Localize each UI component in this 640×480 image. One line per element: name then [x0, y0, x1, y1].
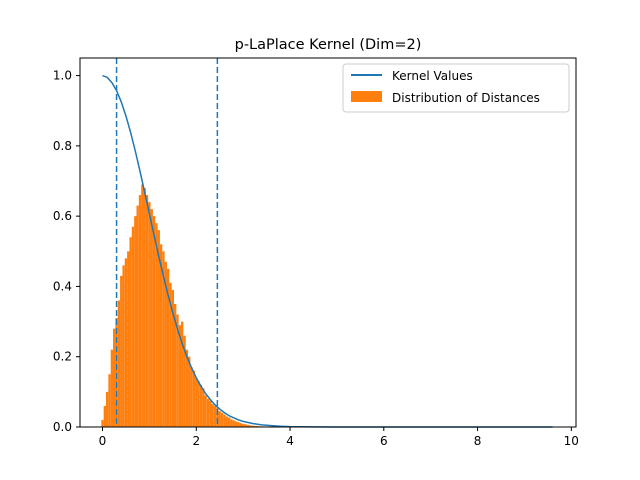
histogram-bar: [117, 300, 121, 427]
x-tick-label: 0: [99, 434, 107, 448]
histogram-bar: [225, 416, 228, 427]
histogram-bar: [234, 421, 238, 427]
y-tick-label: 1.0: [53, 69, 72, 83]
histogram-bar: [181, 321, 184, 427]
histogram-bar: [230, 419, 233, 427]
histogram-bar: [246, 424, 250, 427]
x-tick-label: 8: [474, 434, 482, 448]
histogram-bar: [134, 216, 137, 427]
y-tick-label: 0.6: [53, 209, 72, 223]
histogram-bar: [197, 381, 200, 427]
histogram-bar: [241, 423, 245, 427]
histogram-bar: [183, 335, 186, 427]
histogram-bar: [227, 417, 231, 427]
histogram-bar: [213, 405, 217, 427]
histogram-bar: [136, 205, 139, 427]
histogram-bar: [152, 216, 156, 427]
histogram-bar: [209, 400, 212, 427]
chart-title: p-LaPlace Kernel (Dim=2): [235, 37, 422, 53]
histogram-bar: [155, 223, 158, 427]
histogram-bar: [108, 374, 111, 427]
histogram-bar: [138, 195, 142, 427]
histogram-bar: [129, 237, 132, 427]
histogram-bar: [173, 304, 177, 427]
axes-frame: [79, 57, 577, 428]
histogram-bar: [199, 384, 203, 427]
y-tick-label: 0.4: [53, 279, 72, 293]
histogram-bar: [237, 422, 240, 427]
y-tick-label: 0.8: [53, 139, 72, 153]
plot-area: [101, 58, 553, 428]
histogram-bar: [120, 275, 123, 427]
histogram-bar: [216, 407, 219, 427]
histogram-bar: [162, 251, 165, 427]
histogram-bar: [113, 328, 116, 427]
histogram-bar: [103, 405, 107, 427]
histogram-bar: [148, 202, 151, 427]
histogram-bar: [178, 325, 182, 427]
histogram-bar: [192, 370, 196, 427]
x-tick-label: 2: [192, 434, 200, 448]
histogram-bar: [211, 404, 214, 427]
histogram-bar: [232, 420, 235, 427]
histogram-bar: [204, 395, 207, 427]
legend: Kernel Values Distribution of Distances: [342, 63, 570, 113]
y-tick-label: 0.0: [53, 420, 72, 434]
histogram-bar: [190, 367, 193, 427]
histogram-bar: [106, 391, 109, 427]
legend-bar-swatch: [351, 91, 382, 102]
histogram-bar: [249, 425, 252, 427]
histogram-bar: [206, 398, 210, 427]
histogram-bar: [127, 251, 130, 427]
histogram-bar: [166, 268, 170, 427]
histogram-bar: [253, 425, 257, 427]
histogram-bar: [176, 314, 179, 427]
histogram-bar: [141, 184, 144, 427]
x-tick-label: 6: [380, 434, 388, 448]
histogram-bar: [218, 411, 221, 427]
histogram-bar: [251, 425, 254, 427]
histogram-bar: [223, 414, 226, 427]
histogram-bar: [131, 226, 135, 427]
histogram-bar: [124, 258, 128, 427]
histogram-bar: [122, 265, 125, 427]
legend-label-distances: Distribution of Distances: [392, 91, 540, 105]
histogram-bar: [159, 244, 163, 427]
histogram-bar: [171, 289, 174, 427]
x-tick-label: 10: [564, 434, 579, 448]
histogram-bar: [256, 425, 259, 427]
histogram-bar: [164, 261, 167, 427]
legend-label-kernel: Kernel Values: [392, 69, 473, 83]
histogram-bar: [195, 377, 198, 427]
histogram-bar: [145, 195, 149, 427]
histogram-bar: [239, 423, 242, 427]
histogram-bar: [244, 424, 247, 427]
histogram-bar: [115, 318, 118, 427]
histogram-bar: [220, 412, 224, 427]
histogram-bar: [110, 349, 114, 427]
legend-frame: [342, 63, 570, 113]
histogram-bar: [169, 282, 172, 427]
histogram-bar: [143, 188, 146, 427]
histogram-bar: [150, 209, 153, 427]
histogram-bar: [188, 356, 191, 427]
histogram-bar: [101, 419, 104, 427]
histogram-bar: [202, 388, 205, 427]
histogram-bar: [157, 230, 160, 427]
axes: 0 2 4 6 8 10 0.0 0.2 0.4 0.6 0.8 1.0: [53, 57, 579, 448]
y-tick-label: 0.2: [53, 350, 72, 364]
histogram-bar: [185, 349, 189, 427]
x-tick-label: 4: [286, 434, 294, 448]
